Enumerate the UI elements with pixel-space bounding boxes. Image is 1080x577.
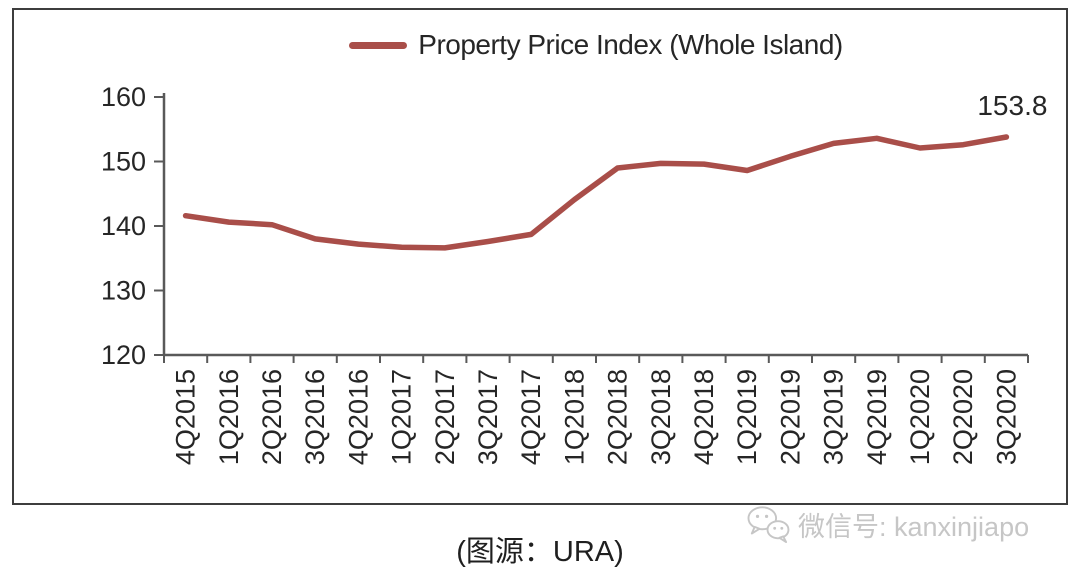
x-tick-label: 1Q2016 — [214, 369, 244, 465]
x-tick-label: 2Q2018 — [603, 369, 633, 465]
x-tick-label: 3Q2019 — [819, 369, 849, 465]
x-tick-label: 1Q2020 — [905, 369, 935, 465]
y-tick-label: 120 — [101, 340, 146, 370]
x-tick-label: 2Q2017 — [430, 369, 460, 465]
last-point-label: 153.8 — [977, 90, 1047, 121]
chart-svg: 120 130 140 150 160 4Q2015 1Q2016 2Q2016 3Q2016 4… — [101, 82, 1048, 465]
x-tick-label: 2Q2019 — [775, 369, 805, 465]
x-tick-label: 4Q2019 — [862, 369, 892, 465]
wechat-icon — [747, 506, 790, 544]
y-tick-label: 140 — [101, 211, 146, 241]
y-tick-label: 130 — [101, 276, 146, 306]
y-tick-label: 150 — [101, 147, 146, 177]
series-line — [182, 134, 1010, 251]
x-tick-label: 1Q2017 — [387, 369, 417, 465]
chart-frame: Property Price Index (Whole Island) 120 1… — [12, 8, 1068, 505]
watermark-text: 微信号: kanxinjiapo — [798, 511, 1030, 542]
source-caption: (图源：URA) — [456, 536, 624, 568]
x-tick-label: 3Q2020 — [991, 369, 1021, 465]
y-tick-label: 160 — [101, 82, 146, 112]
x-tick-label: 2Q2020 — [948, 369, 978, 465]
x-tick-label: 4Q2015 — [171, 369, 201, 465]
x-tick-label: 4Q2018 — [689, 369, 719, 465]
x-tick-label: 1Q2019 — [732, 369, 762, 465]
x-tick-label: 3Q2016 — [300, 369, 330, 465]
watermark: 微信号: kanxinjiapo — [745, 504, 1029, 544]
x-tick-label: 1Q2018 — [559, 369, 589, 465]
chart-legend: Property Price Index (Whole Island) — [164, 28, 1028, 62]
x-tick-label: 4Q2016 — [343, 369, 373, 465]
legend-label: Property Price Index (Whole Island) — [418, 29, 843, 60]
x-tick-label: 3Q2018 — [646, 369, 676, 465]
x-tick-label: 3Q2017 — [473, 369, 503, 465]
legend-line-swatch — [349, 41, 408, 49]
x-tick-label: 4Q2017 — [516, 369, 546, 465]
x-tick-label: 2Q2016 — [257, 369, 287, 465]
